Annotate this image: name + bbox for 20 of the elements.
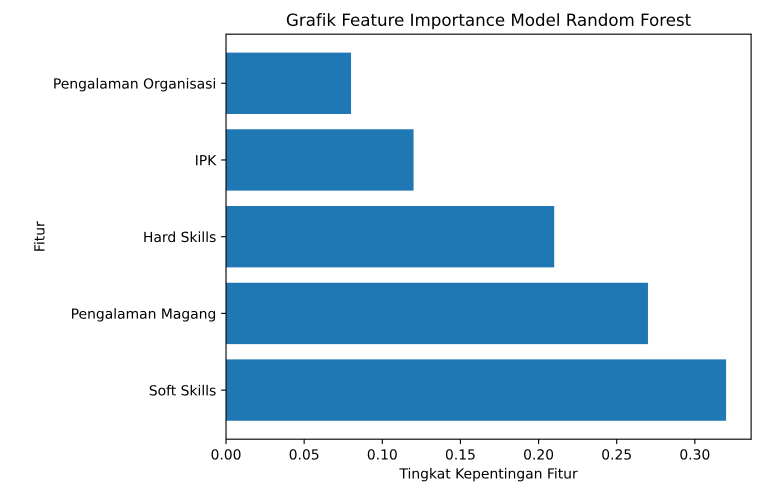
chart-title: Grafik Feature Importance Model Random Forest bbox=[286, 13, 691, 30]
x-tick-label: 0.05 bbox=[290, 449, 318, 460]
bar bbox=[226, 206, 554, 268]
bar bbox=[226, 282, 648, 344]
y-tick-label: Pengalaman Organisasi bbox=[54, 78, 215, 92]
bar bbox=[226, 359, 726, 421]
x-tick-label: 0.30 bbox=[680, 449, 710, 460]
y-tick-label: Soft Skills bbox=[150, 384, 216, 396]
bar bbox=[226, 52, 352, 114]
y-tick-label: Hard Skills bbox=[144, 231, 216, 242]
y-axis-title: Fitur bbox=[34, 221, 45, 251]
y-tick-label: Pengalaman Magang bbox=[72, 308, 216, 322]
bar bbox=[226, 129, 414, 191]
y-tick-label: IPK bbox=[196, 155, 217, 166]
x-tick-label: 0.00 bbox=[211, 449, 241, 460]
x-tick-label: 0.20 bbox=[524, 449, 554, 460]
x-axis-title: Tingkat Kepentingan Fitur bbox=[399, 468, 578, 482]
x-tick-label: 0.10 bbox=[368, 449, 397, 460]
x-tick-label: 0.15 bbox=[446, 449, 475, 460]
x-tick-label: 0.25 bbox=[602, 449, 631, 460]
